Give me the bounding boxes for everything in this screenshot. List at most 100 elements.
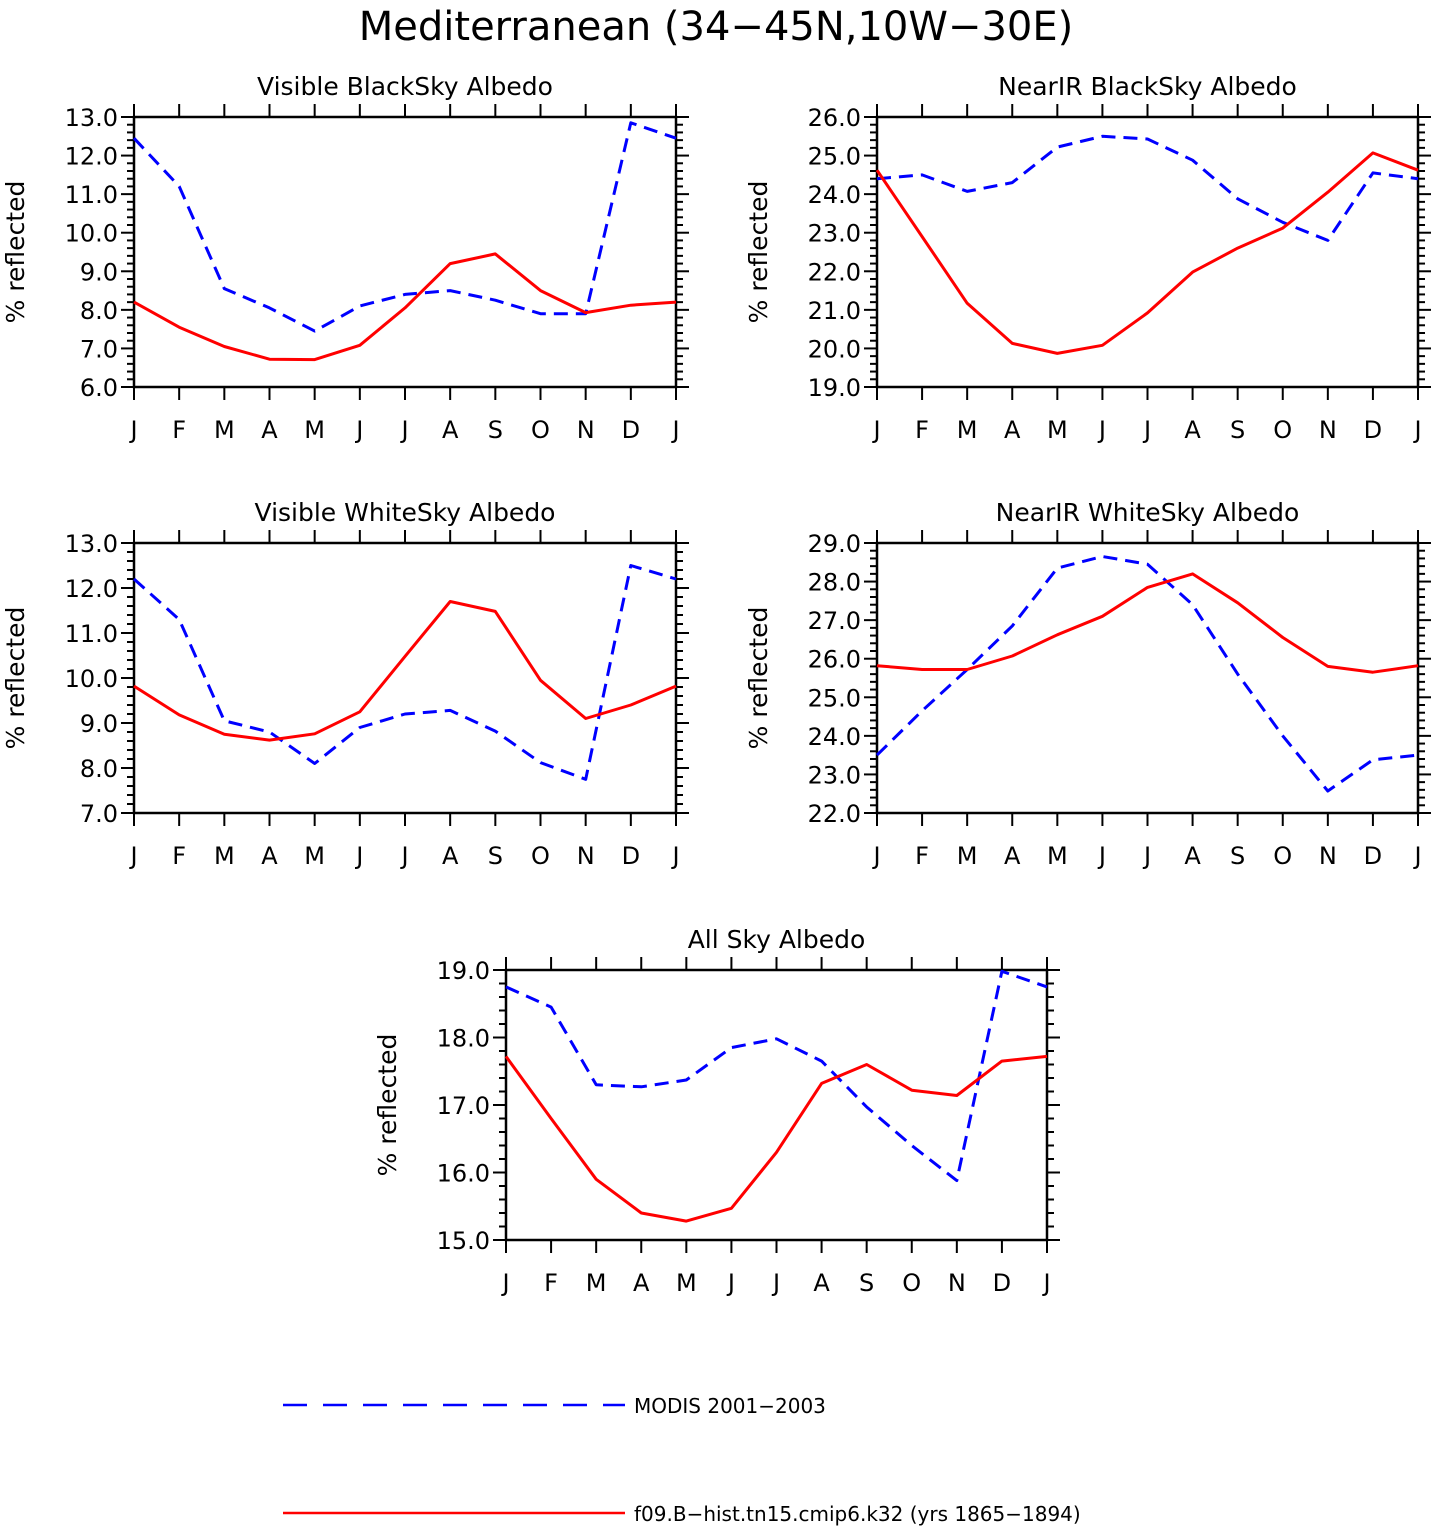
x-tick-label: F: [915, 842, 929, 870]
y-tick-label: 24.0: [808, 723, 861, 751]
x-tick-label: N: [577, 416, 595, 444]
x-tick-label: M: [304, 842, 325, 870]
x-tick-label: J: [1412, 416, 1421, 444]
x-tick-label: O: [902, 1269, 921, 1297]
y-tick-label: 25.0: [808, 143, 861, 171]
series-line-model: [133, 600, 677, 742]
x-tick-label: A: [442, 842, 459, 870]
panel-title: Visible WhiteSky Albedo: [255, 498, 556, 527]
plot-frame: [132, 115, 678, 389]
figure-title: Mediterranean (34−45N,10W−30E): [359, 4, 1073, 50]
y-tick-label: 26.0: [808, 646, 861, 674]
panel-4: J F M A M J J A S O N D J22.023.024.025.026.027.028.…: [744, 498, 1431, 870]
x-tick-label: J: [871, 842, 880, 870]
y-tick-label: 12.0: [65, 143, 118, 171]
x-tick-label: M: [676, 1269, 697, 1297]
y-tick-label: 9.0: [80, 710, 118, 738]
series-line-modis: [132, 121, 677, 333]
y-tick-label: 8.0: [80, 755, 118, 783]
panel-3: J F M A M J J A S O N D J7.08.09.010.011.012.013.0% …: [1, 498, 689, 870]
x-tick-label: A: [1004, 842, 1021, 870]
panel-title: NearIR WhiteSky Albedo: [996, 498, 1300, 527]
panel-5: J F M A M J J A S O N D J15.016.017.018.019.0% refle…: [373, 925, 1060, 1297]
x-tick-label: O: [531, 416, 550, 444]
series-line-modis: [876, 134, 1419, 242]
legend-modis-label: MODIS 2001−2003: [634, 1394, 826, 1418]
y-tick-label: 17.0: [437, 1092, 490, 1120]
y-tick-label: 11.0: [65, 181, 118, 209]
panel-2: J F M A M J J A S O N D J19.020.021.022.023.024.025.…: [744, 72, 1431, 444]
panel-1: J F M A M J J A S O N D J6.07.08.09.010.011.012.013.…: [1, 72, 689, 444]
x-tick-label: A: [633, 1269, 650, 1297]
series-line-model: [875, 151, 1419, 355]
plot-frame: [132, 541, 678, 815]
x-tick-label: J: [128, 842, 137, 870]
x-tick-label: J: [871, 416, 880, 444]
y-axis-label: % reflected: [744, 607, 773, 750]
x-tick-label: A: [1184, 842, 1201, 870]
x-tick-label: N: [1319, 842, 1337, 870]
series-line-model: [504, 1054, 1048, 1223]
y-axis-label: % reflected: [373, 1034, 402, 1177]
series-line-modis: [132, 564, 677, 781]
x-tick-label: J: [1142, 416, 1151, 444]
x-tick-label: J: [128, 416, 137, 444]
x-tick-label: A: [813, 1269, 830, 1297]
y-tick-label: 19.0: [437, 957, 490, 985]
x-tick-label: O: [1273, 416, 1292, 444]
y-tick-label: 29.0: [808, 530, 861, 558]
x-tick-label: D: [622, 842, 640, 870]
panels: J F M A M J J A S O N D J6.07.08.09.010.011.012.013.…: [1, 72, 1431, 1297]
x-tick-label: J: [670, 416, 679, 444]
x-tick-label: F: [172, 416, 186, 444]
y-tick-label: 22.0: [808, 800, 861, 828]
y-axis-label: % reflected: [1, 607, 30, 750]
y-tick-label: 7.0: [80, 335, 118, 363]
x-tick-label: M: [214, 842, 235, 870]
x-tick-label: J: [771, 1269, 780, 1297]
y-tick-label: 22.0: [808, 258, 861, 286]
x-tick-label: O: [531, 842, 550, 870]
x-tick-label: J: [354, 416, 363, 444]
x-tick-label: M: [304, 416, 325, 444]
y-tick-label: 12.0: [65, 575, 118, 603]
x-tick-label: F: [915, 416, 929, 444]
series-line-model: [876, 572, 1419, 674]
y-tick-label: 9.0: [80, 258, 118, 286]
y-tick-label: 25.0: [808, 684, 861, 712]
x-tick-label: J: [399, 416, 408, 444]
y-tick-label: 15.0: [437, 1227, 490, 1255]
y-tick-label: 24.0: [808, 181, 861, 209]
y-tick-label: 20.0: [808, 335, 861, 363]
y-tick-label: 19.0: [808, 374, 861, 402]
plot-frame: [875, 115, 1420, 389]
x-tick-label: M: [1047, 842, 1068, 870]
x-tick-label: D: [1364, 416, 1382, 444]
y-axis-label: % reflected: [744, 181, 773, 324]
series-line-modis: [505, 969, 1048, 1183]
x-tick-label: J: [670, 842, 679, 870]
x-tick-label: O: [1273, 842, 1292, 870]
y-tick-label: 7.0: [80, 800, 118, 828]
y-tick-label: 13.0: [65, 104, 118, 132]
x-tick-label: M: [1047, 416, 1068, 444]
legend-model-label: f09.B−hist.tn15.cmip6.k32 (yrs 1865−1894…: [634, 1502, 1081, 1526]
x-tick-label: M: [957, 416, 978, 444]
x-tick-label: S: [1230, 416, 1245, 444]
series-line-model: [133, 252, 677, 362]
x-tick-label: J: [1041, 1269, 1050, 1297]
x-tick-label: F: [172, 842, 186, 870]
x-tick-label: D: [1364, 842, 1382, 870]
x-tick-label: A: [261, 842, 278, 870]
panel-title: All Sky Albedo: [688, 925, 866, 954]
y-tick-label: 18.0: [437, 1025, 490, 1053]
y-tick-label: 13.0: [65, 530, 118, 558]
x-tick-label: A: [1184, 416, 1201, 444]
y-tick-label: 23.0: [808, 761, 861, 789]
panel-title: NearIR BlackSky Albedo: [998, 72, 1297, 101]
x-tick-label: A: [261, 416, 278, 444]
x-tick-label: S: [1230, 842, 1245, 870]
x-tick-label: N: [577, 842, 595, 870]
x-tick-label: J: [500, 1269, 509, 1297]
x-tick-label: S: [859, 1269, 874, 1297]
